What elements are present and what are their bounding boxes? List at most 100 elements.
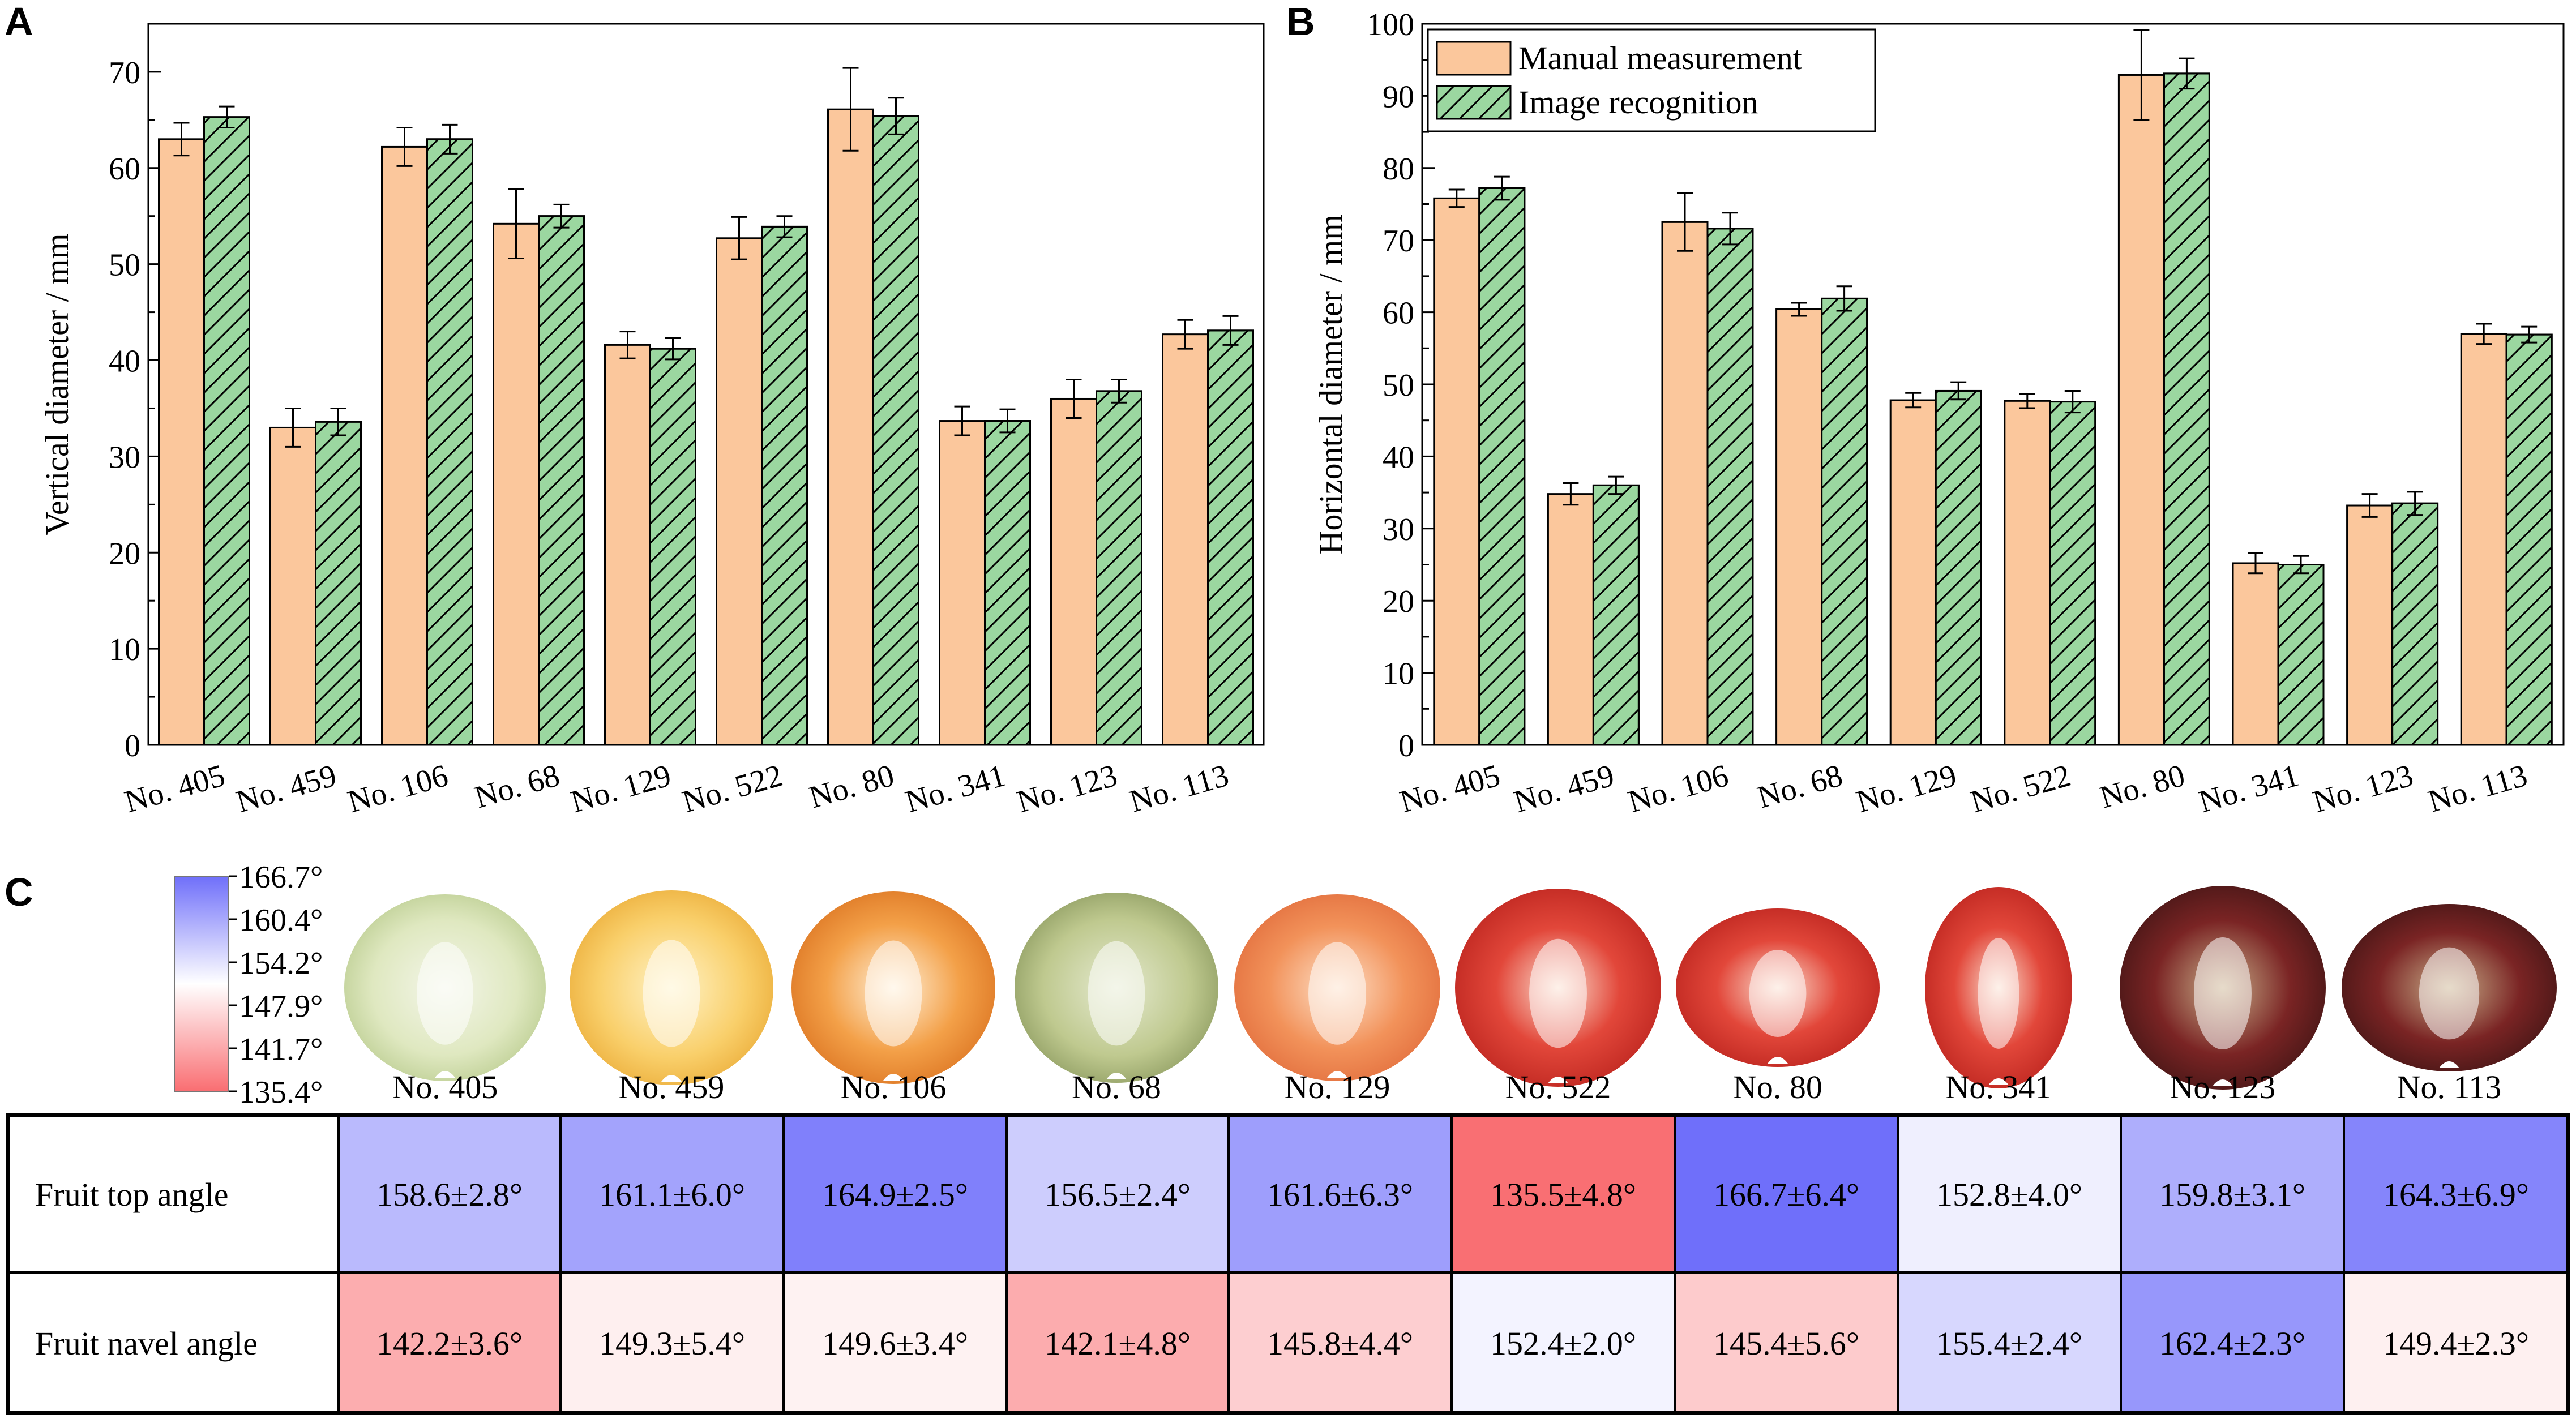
y-tick-label: 80 — [1383, 152, 1414, 187]
bar-manual — [2117, 74, 2165, 746]
bar-image-hatch — [2049, 401, 2096, 746]
fruit-image-5 — [1234, 894, 1440, 1081]
fruit-core — [1978, 938, 2019, 1049]
fruit-core — [2194, 937, 2252, 1049]
legend-swatch-manual — [1436, 41, 1512, 76]
bar-image-hatch — [984, 420, 1031, 746]
bar-manual — [604, 344, 651, 746]
y-tick-label: 60 — [109, 152, 140, 187]
fruit-core — [417, 942, 473, 1045]
table-cell — [782, 1114, 1008, 1274]
colorbar-gradient — [174, 876, 229, 1092]
fruit-core — [1088, 941, 1145, 1046]
bar-manual — [1050, 397, 1097, 746]
y-tick-label: 40 — [1383, 440, 1414, 475]
bar-image-hatch — [1821, 297, 1868, 746]
fruit-image-10 — [2342, 904, 2557, 1071]
fruit-core — [643, 940, 700, 1047]
fruit-core — [1529, 938, 1587, 1048]
bar-manual — [1661, 221, 1709, 746]
fruit-core — [865, 940, 922, 1047]
y-tick-label: 0 — [1398, 728, 1414, 764]
y-tick-label: 20 — [109, 536, 140, 571]
bar-manual — [1889, 399, 1937, 746]
y-tick-label: 50 — [1383, 368, 1414, 403]
table-cell-value: 135.5±4.8° — [1490, 1176, 1636, 1213]
bar-manual — [158, 138, 205, 746]
table-cell-value: 149.6±3.4° — [822, 1325, 968, 1362]
x-tick-label: No. 341 — [2195, 758, 2303, 820]
bar-image-hatch — [1096, 390, 1142, 746]
x-tick-label: No. 80 — [805, 758, 898, 816]
fruit-notch — [1548, 1077, 1568, 1083]
x-tick-label: No. 129 — [567, 758, 675, 820]
table-cell-value: 164.9±2.5° — [822, 1176, 968, 1213]
table-cell — [2120, 1114, 2345, 1274]
fruit-label: No. 106 — [841, 1069, 947, 1105]
colorbar-tick-label: 154.2° — [239, 946, 323, 981]
x-tick-label: No. 123 — [1013, 758, 1122, 820]
fruit-image-4 — [1015, 893, 1218, 1083]
x-tick-label: No. 123 — [2309, 758, 2417, 820]
x-tick-label: No. 68 — [470, 758, 563, 816]
bar-manual — [939, 420, 986, 746]
colorbar-tick-label: 135.4° — [239, 1075, 323, 1110]
colorbar-tick-label: 166.7° — [239, 860, 323, 895]
fruit-notch — [1327, 1071, 1347, 1078]
panel-c-heatmap: C 166.7° 160.4° 154.2° 147.9° 141.7° 135.4° N… — [5, 860, 2570, 1415]
fruit-label: No. 405 — [392, 1069, 498, 1105]
bar-manual — [381, 145, 428, 746]
y-tick-label: 70 — [1383, 224, 1414, 259]
y-tick-label: 10 — [109, 632, 140, 667]
table-cell — [559, 1271, 785, 1414]
bar-image-hatch — [1935, 389, 1982, 746]
colorbar-tick-label: 147.9° — [239, 989, 323, 1024]
fruit-notch — [2439, 1061, 2459, 1068]
y-tick-label: 90 — [1383, 79, 1414, 114]
y-tick-label: 50 — [109, 248, 140, 283]
y-tick-label: 40 — [109, 344, 140, 379]
table-cell-value: 161.1±6.0° — [599, 1176, 745, 1213]
fruit-image-3 — [791, 891, 995, 1084]
y-tick-label: 70 — [109, 55, 140, 91]
fruit-core — [2419, 947, 2480, 1040]
table-cell — [1227, 1271, 1453, 1414]
x-tick-label: No. 459 — [233, 758, 341, 820]
fruit-label: No. 459 — [619, 1069, 725, 1105]
fruit-label: No. 341 — [1946, 1069, 2052, 1105]
plot-frame — [147, 23, 1265, 746]
bar-image-hatch — [1592, 484, 1640, 746]
fruit-image-8 — [1925, 887, 2072, 1088]
y-axis-label: Vertical diameter / mm — [38, 233, 75, 535]
x-tick-label: No. 106 — [344, 758, 452, 820]
x-tick-label: No. 113 — [2424, 758, 2531, 820]
panel-b-label: B — [1286, 0, 1315, 44]
colorbar-tick-label: 141.7° — [239, 1032, 323, 1067]
fruit-label: No. 123 — [2170, 1069, 2276, 1105]
table-cell-value: 149.4±2.3° — [2383, 1325, 2529, 1362]
fruit-notch — [1988, 1078, 2009, 1085]
table-cell — [337, 1271, 562, 1414]
table-row-label: Fruit top angle — [35, 1176, 229, 1213]
fruit-notch — [1106, 1073, 1127, 1079]
bar-manual — [2460, 333, 2507, 746]
fruit-image-6 — [1455, 889, 1661, 1087]
panel-a-chart: A 0 10 20 30 40 50 60 70 Vertical diameter / mm N… — [5, 0, 1265, 820]
legend-entry: Image recognition — [1518, 84, 1758, 121]
fruit-image-9 — [2120, 886, 2326, 1090]
bar-image-hatch — [872, 115, 919, 746]
table-cell-value: 145.8±4.4° — [1267, 1325, 1413, 1362]
panel-b-chart: B 0 10 20 30 40 50 60 70 80 90 100 Horizontal diame… — [1286, 0, 2565, 820]
bar-manual — [2004, 400, 2051, 746]
fruit-notch — [2213, 1079, 2233, 1086]
x-tick-label: No. 522 — [1967, 758, 2075, 820]
table-cell-value: 142.2±3.6° — [376, 1325, 523, 1362]
bar-manual — [1162, 333, 1209, 746]
bar-manual — [1775, 308, 1823, 746]
fruit-notch — [1768, 1057, 1788, 1064]
table-cell-value: 142.1±4.8° — [1045, 1325, 1191, 1362]
bar-image-hatch — [761, 225, 808, 746]
table-cell-value: 156.5±2.4° — [1045, 1176, 1191, 1213]
fruit-label: No. 68 — [1072, 1069, 1161, 1105]
y-tick-label: 0 — [125, 728, 140, 764]
